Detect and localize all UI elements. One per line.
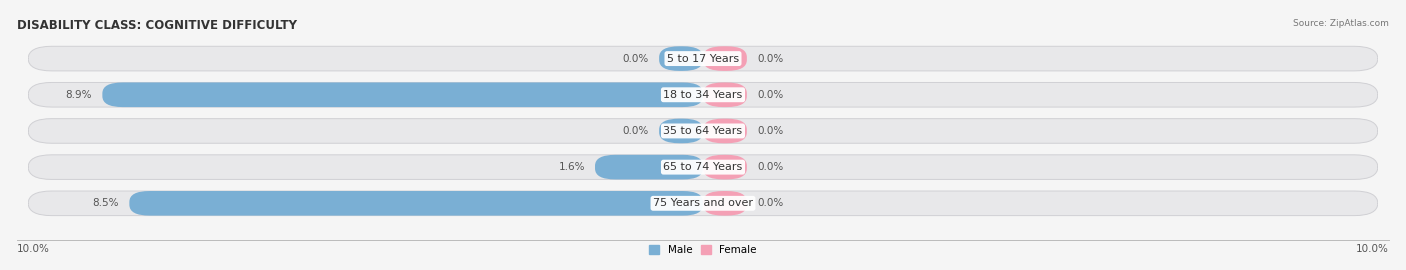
Text: 8.5%: 8.5% xyxy=(93,198,120,208)
Text: 35 to 64 Years: 35 to 64 Years xyxy=(664,126,742,136)
FancyBboxPatch shape xyxy=(703,191,747,216)
Text: 10.0%: 10.0% xyxy=(1357,244,1389,254)
Text: 65 to 74 Years: 65 to 74 Years xyxy=(664,162,742,172)
Text: 0.0%: 0.0% xyxy=(756,53,783,64)
Text: 10.0%: 10.0% xyxy=(17,244,49,254)
Text: 8.9%: 8.9% xyxy=(66,90,93,100)
FancyBboxPatch shape xyxy=(103,82,703,107)
FancyBboxPatch shape xyxy=(28,82,1378,107)
FancyBboxPatch shape xyxy=(129,191,703,216)
FancyBboxPatch shape xyxy=(28,191,1378,216)
FancyBboxPatch shape xyxy=(703,46,747,71)
FancyBboxPatch shape xyxy=(659,119,703,143)
FancyBboxPatch shape xyxy=(595,155,703,180)
FancyBboxPatch shape xyxy=(28,46,1378,71)
FancyBboxPatch shape xyxy=(28,119,1378,143)
FancyBboxPatch shape xyxy=(703,155,747,180)
Text: 0.0%: 0.0% xyxy=(756,198,783,208)
FancyBboxPatch shape xyxy=(703,119,747,143)
Text: 1.6%: 1.6% xyxy=(558,162,585,172)
FancyBboxPatch shape xyxy=(28,155,1378,180)
Text: 0.0%: 0.0% xyxy=(756,162,783,172)
Text: 5 to 17 Years: 5 to 17 Years xyxy=(666,53,740,64)
Text: 75 Years and over: 75 Years and over xyxy=(652,198,754,208)
Text: 0.0%: 0.0% xyxy=(756,126,783,136)
Legend: Male, Female: Male, Female xyxy=(645,241,761,259)
FancyBboxPatch shape xyxy=(703,82,747,107)
Text: 0.0%: 0.0% xyxy=(623,53,650,64)
Text: DISABILITY CLASS: COGNITIVE DIFFICULTY: DISABILITY CLASS: COGNITIVE DIFFICULTY xyxy=(17,19,297,32)
Text: 0.0%: 0.0% xyxy=(623,126,650,136)
FancyBboxPatch shape xyxy=(659,46,703,71)
Text: 18 to 34 Years: 18 to 34 Years xyxy=(664,90,742,100)
Text: 0.0%: 0.0% xyxy=(756,90,783,100)
Text: Source: ZipAtlas.com: Source: ZipAtlas.com xyxy=(1294,19,1389,28)
